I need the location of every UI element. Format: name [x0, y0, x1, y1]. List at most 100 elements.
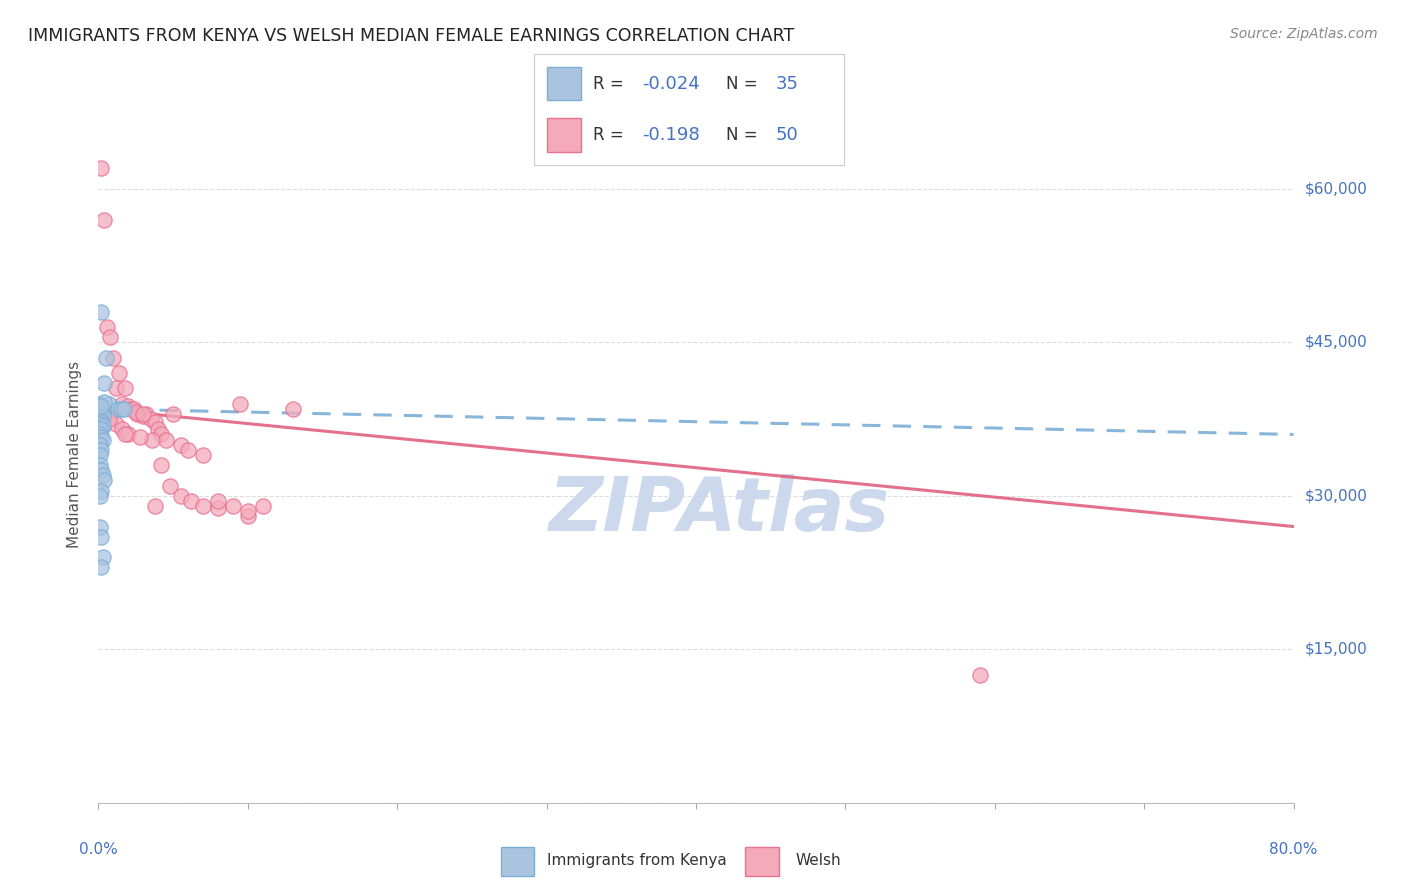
Point: [91, 468, 114, 483]
Text: $15,000: $15,000: [1305, 642, 1368, 657]
Text: IMMIGRANTS FROM KENYA VS WELSH MEDIAN FEMALE EARNINGS CORRELATION CHART: IMMIGRANTS FROM KENYA VS WELSH MEDIAN FE…: [28, 27, 794, 45]
Point: [111, 397, 134, 411]
Point: [93, 376, 115, 391]
Point: [222, 499, 245, 513]
Point: [177, 442, 200, 457]
Point: [97, 412, 120, 426]
Point: [110, 401, 132, 416]
Point: [207, 494, 229, 508]
Point: [90, 415, 112, 429]
Point: [969, 668, 991, 682]
Text: -0.198: -0.198: [643, 126, 700, 144]
Point: [89, 401, 111, 416]
Point: [89, 519, 111, 533]
Point: [90, 530, 112, 544]
Point: [114, 427, 136, 442]
Point: [117, 427, 139, 442]
Point: [281, 401, 304, 416]
Point: [96, 320, 118, 334]
Text: R =: R =: [593, 75, 628, 93]
Point: [89, 438, 111, 452]
Point: [89, 427, 111, 442]
Point: [132, 407, 155, 421]
Text: Immigrants from Kenya: Immigrants from Kenya: [547, 854, 727, 868]
Point: [103, 351, 125, 365]
Point: [89, 489, 111, 503]
Text: N =: N =: [725, 75, 763, 93]
Point: [89, 407, 111, 421]
Point: [108, 366, 131, 380]
Point: [236, 509, 259, 524]
Point: [112, 401, 135, 416]
Point: [90, 161, 112, 176]
Text: Welsh: Welsh: [796, 854, 841, 868]
Text: 80.0%: 80.0%: [1270, 842, 1317, 856]
Point: [93, 212, 115, 227]
Text: $60,000: $60,000: [1305, 181, 1368, 196]
Point: [90, 429, 112, 443]
Point: [91, 550, 114, 565]
FancyBboxPatch shape: [501, 847, 534, 876]
Point: [229, 397, 252, 411]
Point: [89, 458, 111, 472]
Point: [90, 304, 112, 318]
Point: [207, 501, 229, 516]
Point: [120, 401, 142, 416]
Text: ZIPAtlas: ZIPAtlas: [550, 474, 890, 547]
Point: [135, 407, 157, 421]
Point: [98, 330, 122, 344]
Point: [150, 427, 173, 442]
Point: [252, 499, 274, 513]
Text: 50: 50: [776, 126, 799, 144]
Point: [105, 417, 128, 432]
Point: [148, 422, 170, 436]
Point: [117, 399, 139, 413]
Point: [93, 394, 115, 409]
FancyBboxPatch shape: [547, 67, 581, 101]
Point: [159, 478, 181, 492]
Y-axis label: Median Female Earnings: Median Female Earnings: [67, 361, 83, 549]
Point: [162, 407, 184, 421]
Point: [91, 407, 114, 421]
Text: $30,000: $30,000: [1305, 488, 1368, 503]
FancyBboxPatch shape: [547, 119, 581, 152]
Point: [90, 560, 112, 574]
Text: Source: ZipAtlas.com: Source: ZipAtlas.com: [1230, 27, 1378, 41]
Point: [90, 483, 112, 498]
Point: [90, 422, 112, 436]
Point: [91, 433, 114, 447]
Point: [111, 422, 134, 436]
Text: R =: R =: [593, 126, 634, 144]
Point: [191, 448, 214, 462]
Text: 35: 35: [776, 75, 799, 93]
Point: [93, 474, 115, 488]
Point: [107, 401, 129, 416]
Point: [141, 433, 163, 447]
FancyBboxPatch shape: [745, 847, 779, 876]
Point: [91, 409, 114, 423]
Text: -0.024: -0.024: [643, 75, 700, 93]
Point: [132, 409, 155, 423]
Point: [114, 381, 136, 395]
Point: [90, 399, 112, 413]
Point: [97, 397, 120, 411]
Point: [191, 499, 214, 513]
Point: [129, 429, 152, 443]
Point: [139, 412, 162, 426]
Point: [90, 405, 112, 419]
Point: [105, 381, 128, 395]
Point: [127, 407, 149, 421]
Point: [91, 419, 114, 434]
Text: $45,000: $45,000: [1305, 334, 1368, 350]
Point: [89, 397, 111, 411]
Point: [169, 489, 191, 503]
Point: [90, 463, 112, 477]
Point: [89, 417, 111, 432]
Point: [143, 415, 166, 429]
Point: [90, 442, 112, 457]
Point: [98, 407, 122, 421]
Point: [169, 438, 191, 452]
Point: [236, 504, 259, 518]
Point: [155, 433, 177, 447]
Point: [89, 448, 111, 462]
